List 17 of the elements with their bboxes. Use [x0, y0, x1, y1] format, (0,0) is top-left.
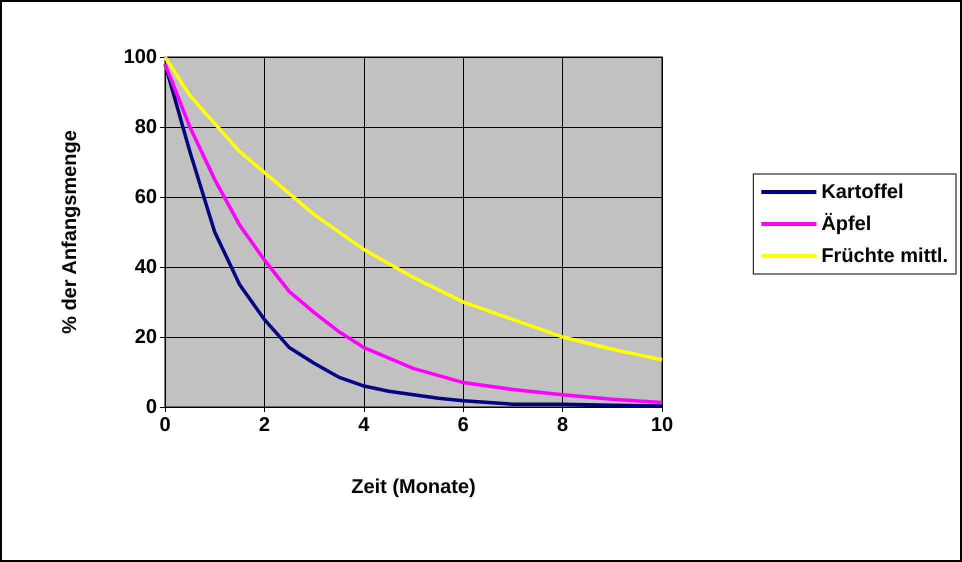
y-tick-label: 60: [134, 186, 157, 208]
y-tick-label: 100: [124, 46, 157, 68]
x-axis-title: Zeit (Monate): [351, 476, 476, 498]
y-tick-label: 20: [134, 326, 157, 348]
legend-label: Äpfel: [821, 212, 872, 235]
legend-label: Früchte mittl.: [821, 245, 948, 267]
x-tick-label: 10: [650, 414, 674, 436]
x-tick-label: 6: [458, 414, 469, 436]
x-tick-label: 0: [159, 414, 171, 436]
y-tick-label: 80: [134, 116, 157, 138]
y-tick-label: 0: [146, 396, 157, 418]
x-tick-label: 2: [258, 414, 270, 436]
legend-label: Kartoffel: [821, 181, 904, 203]
x-tick-label: 8: [557, 414, 568, 436]
x-tick-label: 4: [358, 414, 370, 436]
y-axis-title: % der Anfangsmenge: [59, 130, 81, 334]
y-tick-label: 40: [134, 256, 157, 278]
